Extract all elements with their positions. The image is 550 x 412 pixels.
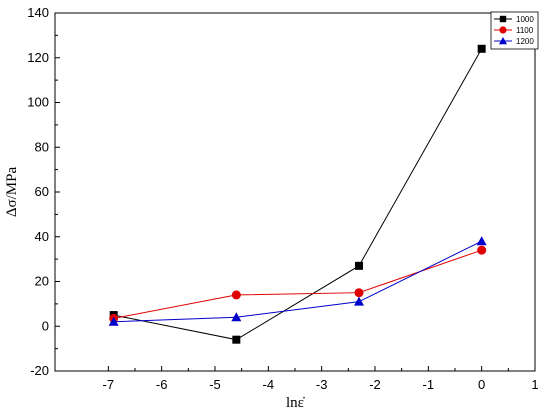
y-axis-title: Δσ/MPa — [4, 167, 20, 218]
y-tick-label: 40 — [35, 229, 49, 244]
data-point — [354, 288, 364, 298]
x-tick-label: -7 — [103, 377, 115, 392]
x-tick-label: -2 — [369, 377, 381, 392]
y-tick-label: 0 — [42, 318, 49, 333]
x-axis: -7 -6 -5 -4 -3 -2 -1 0 1 — [103, 366, 539, 392]
data-point — [477, 44, 486, 53]
legend-entry: 1200 — [494, 37, 534, 46]
data-point — [108, 316, 119, 326]
data-point — [354, 296, 364, 306]
data-point — [355, 261, 363, 270]
y-tick-label: 140 — [27, 5, 49, 20]
series-layer — [108, 44, 487, 344]
data-point — [477, 245, 487, 255]
x-tick-label: -3 — [316, 377, 328, 392]
x-tick-label: 0 — [478, 377, 485, 392]
series-1100 — [109, 245, 487, 323]
x-tick-label: -6 — [156, 377, 168, 392]
legend-label: 1200 — [516, 37, 534, 46]
legend-entry: 1000 — [494, 15, 534, 24]
legend-marker — [499, 26, 507, 34]
data-point — [231, 290, 241, 300]
series-line — [113, 249, 482, 319]
legend-entry: 1100 — [494, 26, 534, 35]
data-point — [476, 236, 487, 246]
series-1200 — [108, 236, 487, 326]
legend-label: 1000 — [516, 15, 534, 24]
y-tick-label: 80 — [35, 139, 49, 154]
x-tick-label: -5 — [209, 377, 221, 392]
series-line — [113, 240, 482, 323]
legend-marker — [499, 37, 507, 45]
legend: 1000 1100 1200 — [490, 11, 539, 50]
legend-marker — [499, 15, 507, 23]
data-point — [231, 312, 242, 322]
x-tick-label: -4 — [263, 377, 275, 392]
y-tick-label: 100 — [27, 95, 49, 110]
y-tick-label: -20 — [30, 363, 49, 378]
x-tick-label: 1 — [531, 377, 538, 392]
y-tick-label: 60 — [35, 184, 49, 199]
legend-label: 1100 — [516, 26, 534, 35]
data-point — [232, 335, 241, 344]
y-tick-label: 120 — [27, 50, 49, 65]
y-tick-label: 20 — [35, 274, 49, 289]
y-axis: -20 0 20 40 60 80 100 120 140 — [27, 5, 60, 378]
series-line — [113, 48, 483, 341]
x-axis-title: lnε̇ — [286, 395, 305, 411]
series-1000 — [109, 44, 486, 344]
x-tick-label: -1 — [423, 377, 435, 392]
